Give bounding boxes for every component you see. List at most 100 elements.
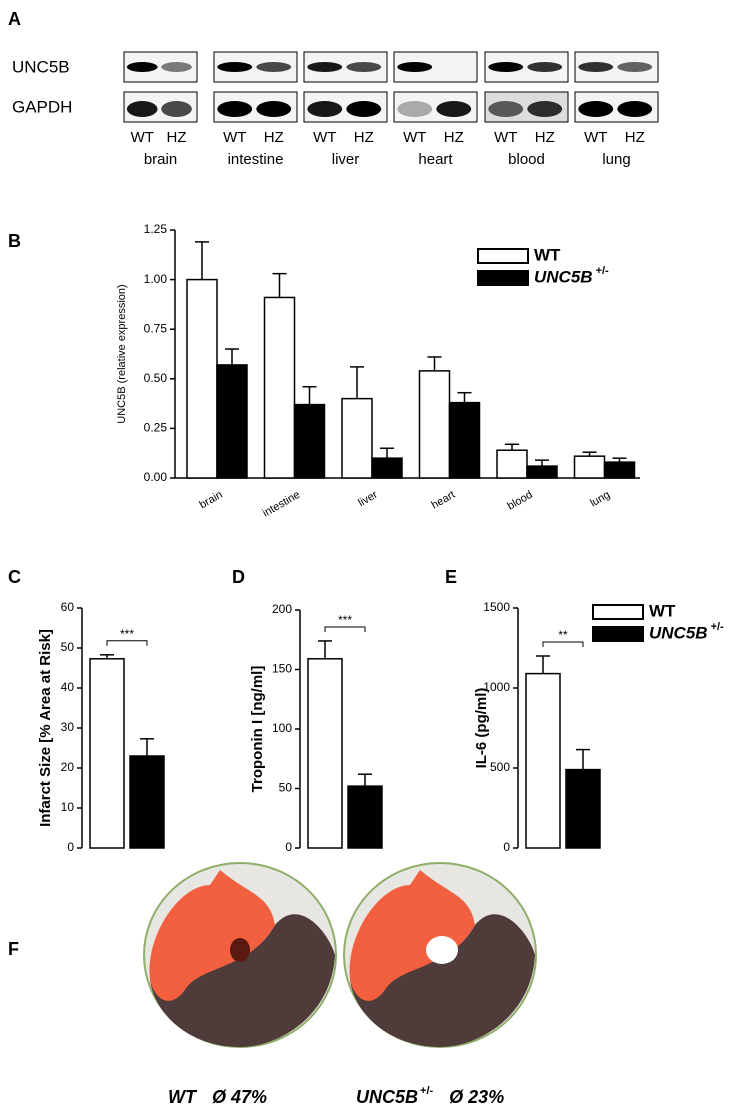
legend-swatch [477, 270, 529, 286]
bar [89, 658, 125, 849]
legend-label: WT [649, 601, 676, 620]
blot-band [307, 101, 343, 117]
y-axis-label: UNC5B (relative expression) [116, 284, 128, 423]
infarct-label: Ø 47% [212, 1087, 267, 1107]
bar [603, 461, 636, 479]
lane-label: HZ [444, 129, 464, 146]
bar [573, 455, 606, 479]
lane-label: HZ [535, 129, 555, 146]
bar [525, 672, 561, 849]
blot-band [436, 101, 472, 117]
bar [341, 397, 373, 479]
significance-label: ** [558, 628, 568, 642]
bar [186, 278, 218, 479]
bar [565, 768, 601, 849]
significance-bracket [106, 640, 148, 646]
bar [307, 658, 343, 849]
blot-band [126, 62, 158, 72]
tissue-label: lung [602, 151, 630, 168]
lane-label: HZ [264, 129, 284, 146]
blot-band [256, 101, 292, 117]
panel-label: E [445, 567, 457, 587]
blot-band [217, 101, 253, 117]
heart-red [349, 870, 475, 1001]
y-tick-label: 30 [61, 720, 75, 734]
tissue-label: liver [332, 151, 360, 168]
y-tick-label: 0 [503, 840, 510, 854]
y-tick-label: 500 [490, 760, 510, 774]
x-tick-label: brain [198, 489, 225, 512]
lane-label: WT [223, 129, 246, 146]
blot-band [578, 101, 614, 117]
legend-swatch [592, 626, 644, 642]
blot-band [488, 62, 524, 72]
bar [448, 401, 481, 479]
y-tick-label: 1500 [483, 600, 510, 614]
lane-label: HZ [354, 129, 374, 146]
heart-red [149, 870, 275, 1001]
bar [216, 364, 248, 479]
y-axis-label: IL-6 (pg/ml) [473, 688, 490, 769]
bar [263, 296, 296, 479]
significance-label: *** [338, 613, 352, 627]
blot-band [527, 101, 563, 117]
tissue-label: blood [508, 151, 545, 168]
y-tick-label: 0.25 [144, 421, 168, 435]
y-tick-label: 0.50 [144, 371, 168, 385]
bar [347, 785, 383, 849]
y-tick-label: 0.75 [144, 321, 168, 335]
y-tick-label: 50 [279, 781, 293, 795]
heart-dark [150, 914, 335, 1047]
y-tick-label: 40 [61, 680, 75, 694]
lane-label: WT [313, 129, 336, 146]
lane-label: WT [584, 129, 607, 146]
tissue-label: brain [144, 151, 177, 168]
legend-label: UNC5B [649, 623, 708, 642]
blot-band [488, 101, 524, 117]
genotype-label: UNC5B [356, 1087, 418, 1107]
blot-band [161, 101, 192, 117]
y-tick-label: 0 [285, 840, 292, 854]
x-tick-label: lung [588, 489, 612, 510]
blot-band [617, 101, 653, 117]
blot-band [397, 101, 433, 117]
bar [496, 449, 528, 479]
legend-label: UNC5B [534, 267, 593, 286]
blot-band [617, 62, 653, 72]
legend-superscript: +/- [711, 621, 724, 633]
x-tick-label: intestine [261, 489, 302, 520]
lane-label: WT [131, 129, 154, 146]
y-tick-label: 1.25 [144, 222, 168, 236]
y-tick-label: 0.00 [144, 470, 168, 484]
blot-band [256, 62, 292, 72]
x-tick-label: heart [429, 489, 457, 512]
tissue-label: heart [418, 151, 453, 168]
significance-label: *** [120, 627, 134, 641]
blot-row-label: GAPDH [12, 97, 72, 116]
heart-lumen [230, 938, 250, 962]
lane-label: HZ [167, 129, 187, 146]
y-axis-label: Infarct Size [% Area at Risk] [37, 629, 54, 827]
lane-label: WT [403, 129, 426, 146]
blot-band [126, 101, 158, 117]
infarct-label: Ø 23% [449, 1087, 504, 1107]
panel-label: B [8, 231, 21, 251]
legend-label: WT [534, 245, 561, 264]
y-axis-label: Troponin I [ng/ml] [249, 666, 266, 793]
blot-band [307, 62, 343, 72]
y-tick-label: 150 [272, 662, 292, 676]
blot-band [397, 62, 433, 72]
significance-bracket [542, 641, 584, 647]
y-tick-label: 200 [272, 602, 292, 616]
bar [526, 465, 558, 479]
y-tick-label: 60 [61, 600, 75, 614]
legend-superscript: +/- [596, 265, 609, 277]
panel-label: A [8, 9, 21, 29]
y-tick-label: 1.00 [144, 272, 168, 286]
heart-dark [350, 914, 535, 1047]
panel-label: C [8, 567, 21, 587]
legend-swatch [477, 248, 529, 264]
blot-row-label: UNC5B [12, 57, 70, 76]
significance-bracket [324, 626, 366, 632]
